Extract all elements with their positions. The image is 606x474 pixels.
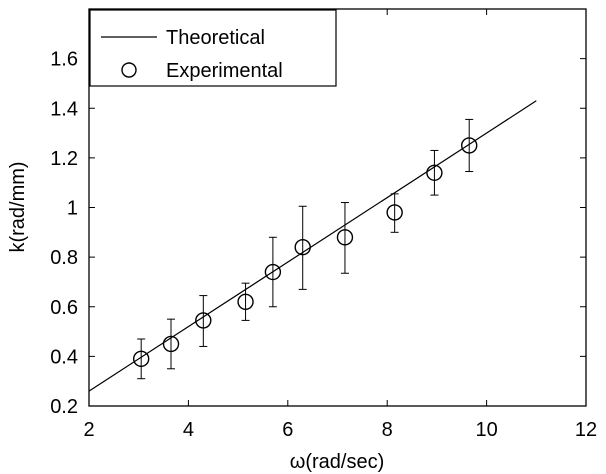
y-tick-label: 0.6 bbox=[50, 297, 78, 319]
experimental-series bbox=[132, 118, 478, 380]
x-tick-label: 12 bbox=[575, 419, 597, 441]
legend: Theoretical Experimental bbox=[89, 9, 337, 87]
y-tick-label: 1.4 bbox=[50, 98, 78, 120]
legend-box bbox=[89, 9, 337, 87]
data-point bbox=[336, 229, 354, 246]
legend-experimental-label: Experimental bbox=[166, 60, 283, 82]
x-tick-label: 4 bbox=[183, 419, 194, 441]
x-tick-label: 6 bbox=[282, 419, 293, 441]
y-tick-label: 0.2 bbox=[50, 396, 78, 418]
y-tick-label: 0.8 bbox=[50, 247, 78, 269]
data-point bbox=[426, 164, 443, 181]
data-point bbox=[386, 204, 403, 221]
data-point bbox=[294, 238, 311, 256]
data-point bbox=[461, 137, 478, 154]
data-point bbox=[132, 350, 150, 368]
y-tick-label: 0.4 bbox=[50, 346, 78, 368]
legend-theoretical-label: Theoretical bbox=[166, 27, 265, 49]
axis-tick-labels: 2 4 6 8 10 12 0.2 0.4 0.6 0.8 1 1.2 1.4 1.6 bbox=[50, 49, 597, 441]
x-tick-label: 8 bbox=[382, 419, 393, 441]
y-axis-label: k(rad/mm) bbox=[7, 161, 29, 252]
legend-circle-swatch bbox=[121, 62, 137, 78]
x-tick-label: 2 bbox=[83, 419, 94, 441]
y-tick-label: 1.2 bbox=[50, 148, 78, 170]
data-point bbox=[162, 335, 180, 353]
y-tick-label: 1 bbox=[67, 198, 78, 220]
data-point bbox=[237, 293, 254, 310]
x-axis-label: ω(rad/sec) bbox=[290, 451, 385, 473]
x-tick-label: 10 bbox=[475, 419, 497, 441]
y-tick-label: 1.6 bbox=[50, 49, 78, 71]
data-point bbox=[195, 312, 212, 329]
data-point bbox=[264, 263, 282, 281]
